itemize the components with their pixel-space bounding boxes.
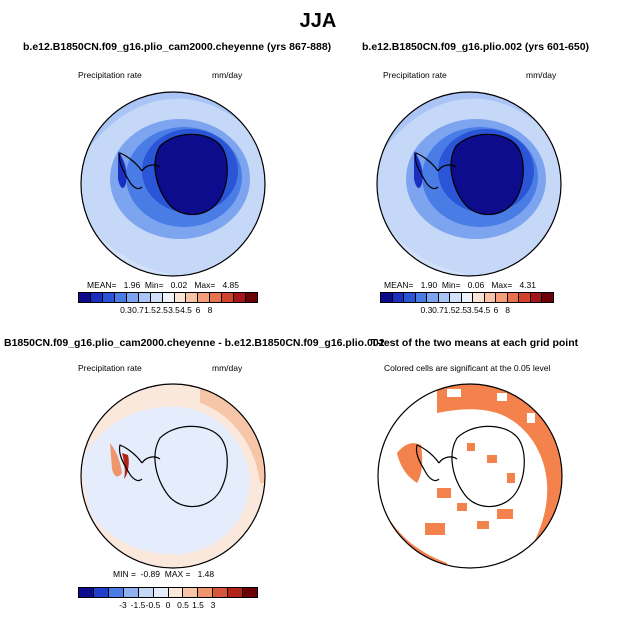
panel1-map xyxy=(80,91,266,277)
colorbar-swatch xyxy=(186,293,199,302)
colorbar-swatch xyxy=(473,293,485,302)
colorbar-swatch xyxy=(496,293,508,302)
colorbar-tick-label: 0.5 xyxy=(177,600,189,610)
colorbar-swatch xyxy=(542,293,553,302)
colorbar-swatch xyxy=(138,293,151,302)
colorbar-swatch xyxy=(519,293,531,302)
colorbar-swatch xyxy=(392,293,405,302)
colorbar-swatch xyxy=(90,293,103,302)
colorbar-swatch xyxy=(381,293,393,302)
colorbar-swatch xyxy=(246,293,258,302)
colorbar-tick-label: 2.5 xyxy=(156,305,168,315)
colorbar-tick-label: -0.5 xyxy=(145,600,161,610)
panel2-units-label: mm/day xyxy=(526,70,557,80)
colorbar-swatch xyxy=(153,588,169,597)
colorbar-tick-label: 6 xyxy=(493,305,499,315)
colorbar-swatch xyxy=(450,293,462,302)
colorbar-swatch xyxy=(228,588,244,597)
colorbar-tick-label: 1.5 xyxy=(144,305,156,315)
panel3-units-label: mm/day xyxy=(212,363,243,373)
colorbar-swatch xyxy=(507,293,520,302)
colorbar-swatch xyxy=(198,588,214,597)
colorbar-tick-label: 1.5 xyxy=(443,305,456,315)
colorbar-swatch xyxy=(210,293,223,302)
panel3-stats: MIN = -0.89 MAX = 1.48 xyxy=(113,569,215,579)
panel1-colorbar xyxy=(78,292,258,303)
colorbar-tick-label: -1.5 xyxy=(130,600,146,610)
panel3-variable-label: Precipitation rate xyxy=(78,363,142,373)
colorbar-swatch xyxy=(183,588,199,597)
colorbar-tick-label: 8 xyxy=(505,305,510,315)
panel1-title: b.e12.B1850CN.f09_g16.plio_cam2000.cheye… xyxy=(23,41,332,53)
colorbar-swatch xyxy=(243,588,258,597)
panel2-title: b.e12.B1850CN.f09_g16.plio.002 (yrs 601-… xyxy=(362,41,590,53)
colorbar-tick-label: 3.5 xyxy=(168,305,180,315)
colorbar-swatch xyxy=(415,293,428,302)
colorbar-swatch xyxy=(126,293,139,302)
colorbar-swatch xyxy=(150,293,163,302)
colorbar-swatch xyxy=(138,588,154,597)
panel4-title: T-test of the two means at each grid poi… xyxy=(371,337,579,349)
panel4-subtitle: Colored cells are significant at the 0.0… xyxy=(384,363,551,373)
panel1-variable-label: Precipitation rate xyxy=(78,70,142,80)
colorbar-swatch xyxy=(234,293,247,302)
colorbar-swatch xyxy=(108,588,124,597)
colorbar-swatch xyxy=(102,293,115,302)
colorbar-swatch xyxy=(222,293,235,302)
colorbar-tick-label: 0.7 xyxy=(132,305,144,315)
colorbar-tick-label: -3 xyxy=(119,600,127,610)
colorbar-tick-label: 0 xyxy=(165,600,171,610)
panel4-map xyxy=(377,383,563,569)
colorbar-swatch xyxy=(213,588,229,597)
colorbar-tick-label: 0.3 xyxy=(120,305,132,315)
colorbar-swatch xyxy=(484,293,497,302)
colorbar-tick-label: 3.5 xyxy=(466,305,479,315)
panel3-colorbar xyxy=(78,587,258,598)
colorbar-swatch xyxy=(427,293,439,302)
panel3-map xyxy=(80,383,266,569)
colorbar-swatch xyxy=(162,293,175,302)
colorbar-tick-label: 0.3 xyxy=(420,305,433,315)
colorbar-swatch xyxy=(198,293,211,302)
colorbar-swatch xyxy=(530,293,543,302)
colorbar-swatch xyxy=(114,293,127,302)
panel1-stats: MEAN= 1.96 Min= 0.02 Max= 4.85 xyxy=(87,280,239,290)
colorbar-swatch xyxy=(438,293,451,302)
colorbar-swatch xyxy=(404,293,416,302)
colorbar-tick-label: 0.7 xyxy=(432,305,444,315)
colorbar-tick-label: 2.5 xyxy=(455,305,468,315)
colorbar-swatch xyxy=(93,588,109,597)
colorbar-swatch xyxy=(461,293,474,302)
colorbar-swatch xyxy=(79,293,91,302)
figure-title: JJA xyxy=(299,10,337,32)
panel2-map xyxy=(376,91,562,277)
colorbar-tick-label: 8 xyxy=(207,305,213,315)
colorbar-tick-label: 6 xyxy=(195,305,201,315)
panel1-units-label: mm/day xyxy=(212,70,243,80)
panel2-colorbar xyxy=(380,292,554,303)
colorbar-tick-label: 4.5 xyxy=(180,305,192,315)
panel2-variable-label: Precipitation rate xyxy=(383,70,447,80)
colorbar-tick-label: 4.5 xyxy=(478,305,491,315)
panel3-title: B1850CN.f09_g16.plio_cam2000.cheyenne - … xyxy=(4,337,385,349)
colorbar-tick-label: 1.5 xyxy=(192,600,204,610)
colorbar-swatch xyxy=(174,293,187,302)
colorbar-swatch xyxy=(79,588,94,597)
panel2-stats: MEAN= 1.90 Min= 0.06 Max= 4.31 xyxy=(384,280,536,290)
colorbar-tick-label: 3 xyxy=(210,600,216,610)
colorbar-swatch xyxy=(168,588,184,597)
colorbar-swatch xyxy=(123,588,139,597)
